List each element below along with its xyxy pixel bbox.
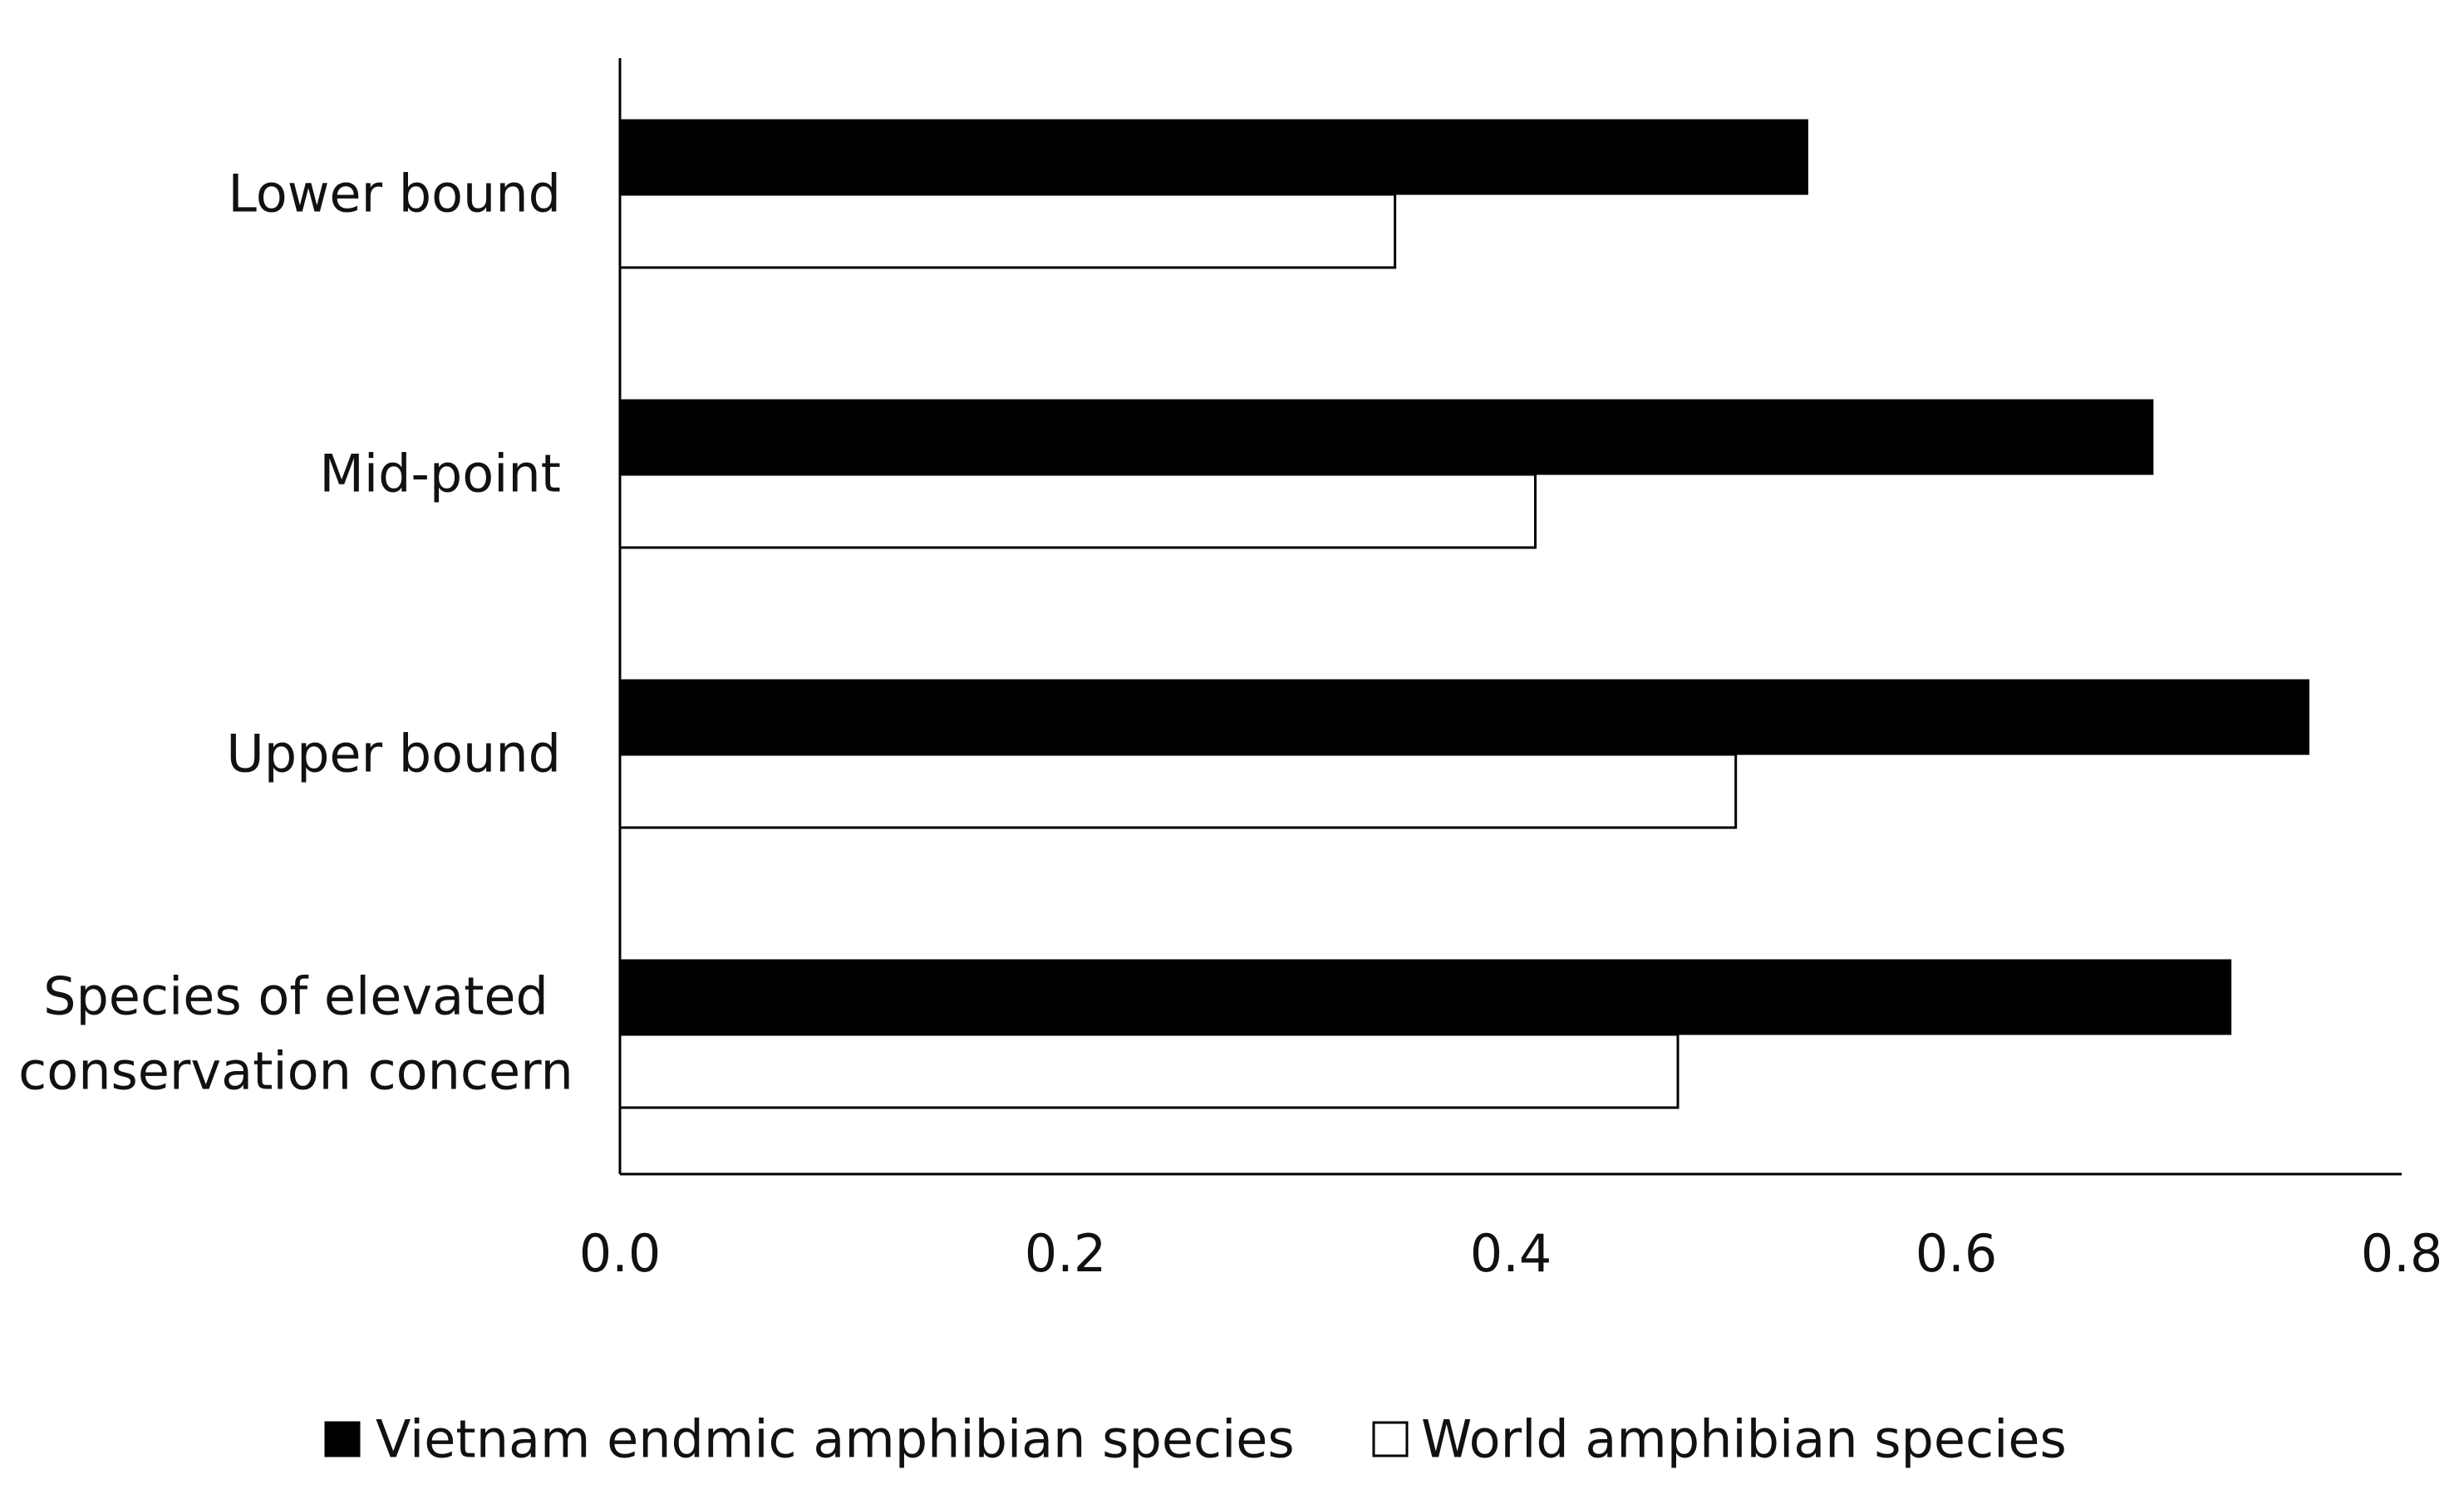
x-tick-label-0: 0.0 xyxy=(579,1223,661,1284)
legend-label-1: World amphibian species xyxy=(1421,1409,2067,1470)
legend-swatch-1 xyxy=(1372,1421,1409,1457)
x-tick-label-4: 0.8 xyxy=(2361,1223,2443,1284)
bar-vietnam-0 xyxy=(618,119,1808,195)
category-label-3-line-1: conservation concern xyxy=(18,1041,573,1102)
bar-world-1 xyxy=(618,473,1537,549)
legend-label-0: Vietnam endmic amphibian species xyxy=(376,1409,1295,1470)
category-label-0: Lower bound xyxy=(228,164,561,224)
category-label-2: Upper bound xyxy=(226,724,561,784)
x-tick-label-2: 0.4 xyxy=(1470,1223,1552,1284)
legend: Vietnam endmic amphibian species World am… xyxy=(324,1409,2067,1470)
x-tick-label-1: 0.2 xyxy=(1025,1223,1107,1284)
bar-vietnam-1 xyxy=(618,399,2154,475)
bar-vietnam-2 xyxy=(618,679,2309,755)
category-labels-group: Lower bound Mid-point Upper bound Species o… xyxy=(18,164,573,1102)
category-label-1: Mid-point xyxy=(319,444,561,504)
bar-world-3 xyxy=(618,1033,1680,1109)
bars-group xyxy=(618,119,2309,1109)
axes-group xyxy=(618,58,2402,1176)
x-tick-label-3: 0.6 xyxy=(1916,1223,1998,1284)
bar-world-2 xyxy=(618,753,1738,829)
legend-swatch-0 xyxy=(324,1421,361,1457)
x-tick-labels-group: 0.0 0.2 0.4 0.6 0.8 xyxy=(579,1223,2443,1284)
bar-vietnam-3 xyxy=(618,959,2232,1035)
bar-world-0 xyxy=(618,193,1397,269)
category-label-3-line-0: Species of elevated xyxy=(43,966,548,1027)
